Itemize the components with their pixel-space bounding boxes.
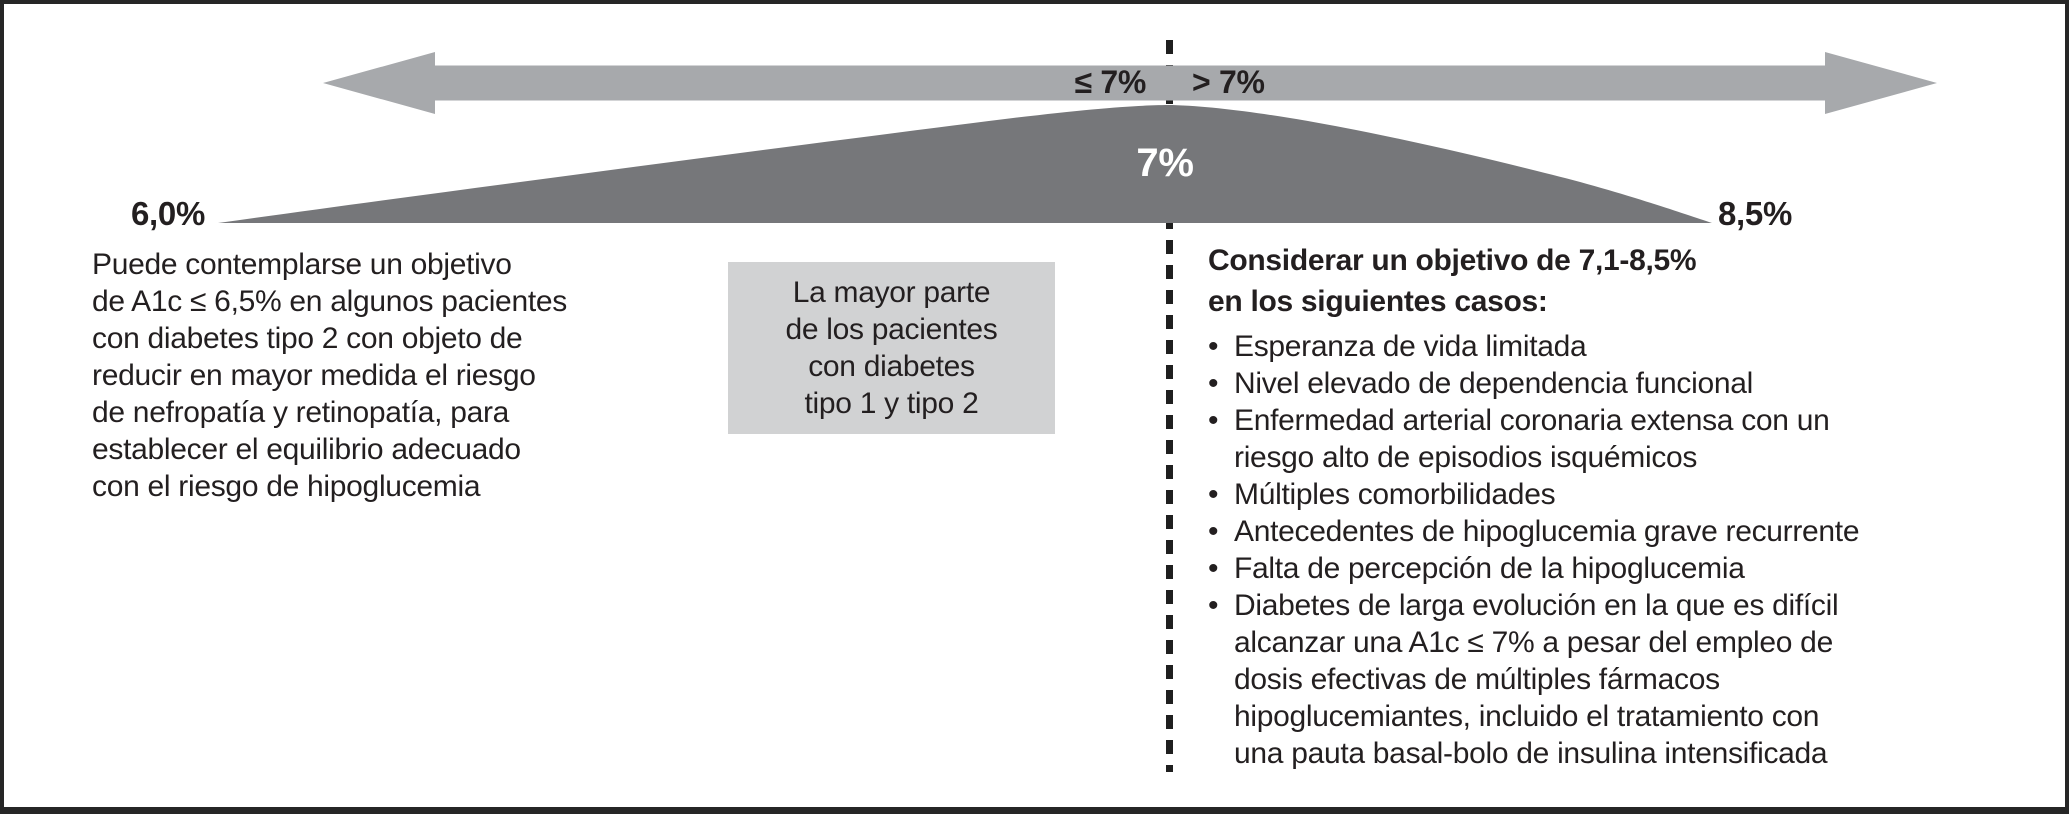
range-min-value: 6,0% [130,195,205,232]
majority-patients-box: La mayor parte de los pacientes con diab… [728,262,1055,434]
list-item: Falta de percepción de la hipoglucemia [1208,550,1958,587]
high-target-note-title: Considerar un objetivo de 7,1-8,5% en lo… [1208,244,1697,318]
low-target-note: Puede contemplarse un objetivo de A1c ≤ … [92,248,567,503]
arrow-label-le-7pct: ≤ 7% [1074,64,1146,100]
arrow-label-gt-7pct: > 7% [1192,64,1265,100]
high-target-note: Considerar un objetivo de 7,1-8,5% en lo… [1208,240,1958,772]
list-item: Múltiples comorbilidades [1208,476,1958,513]
range-max-value: 8,5% [1718,195,1793,232]
distribution-peak-label: 7% [1136,141,1194,185]
patient-distribution-mound [218,105,1712,223]
bidirectional-range-arrow [323,52,1937,114]
high-target-criteria-list: Esperanza de vida limitada Nivel elevado… [1208,328,1958,772]
list-item: Nivel elevado de dependencia funcional [1208,365,1958,402]
list-item: Antecedentes de hipoglucemia grave recur… [1208,513,1958,550]
list-item: Diabetes de larga evolución en la que es… [1208,587,1958,772]
list-item: Enfermedad arterial coronaria extensa co… [1208,402,1958,476]
list-item: Esperanza de vida limitada [1208,328,1958,365]
